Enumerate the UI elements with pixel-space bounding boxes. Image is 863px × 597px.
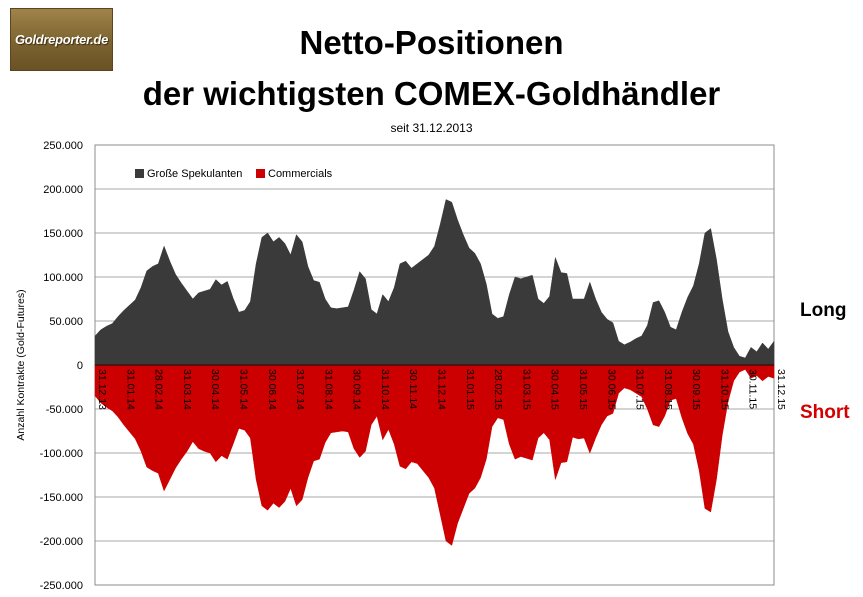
legend-swatch-speculators	[135, 169, 144, 178]
x-tick-label: 30.11.15	[747, 369, 759, 409]
x-tick-label: 31.07.15	[634, 369, 646, 410]
commercials-area	[94, 364, 775, 546]
x-tick-label: 31.10.14	[379, 369, 391, 410]
x-tick-label: 31.12.14	[436, 369, 448, 410]
x-tick-label: 31.03.14	[181, 369, 193, 410]
legend-swatch-commercials	[256, 169, 265, 178]
y-axis-label: Anzahl Kontrakte (Gold-Futures)	[15, 289, 27, 440]
x-tick-label: 30.04.14	[209, 369, 221, 410]
short-label: Short	[800, 402, 850, 423]
x-tick-label: 31.12.15	[775, 369, 787, 410]
chart-subtitle: seit 31.12.2013	[390, 121, 473, 135]
x-tick-label: 31.03.15	[520, 369, 532, 410]
x-tick-label: 28.02.15	[492, 369, 504, 410]
y-tick-label: -150.000	[40, 492, 83, 504]
x-tick-label: 30.11.14	[407, 369, 419, 409]
legend-label-commercials: Commercials	[268, 168, 333, 180]
x-tick-label: 30.06.15	[605, 369, 617, 410]
x-tick-label: 31.01.14	[124, 369, 136, 410]
x-tick-label: 31.05.15	[577, 369, 589, 410]
chart-title: Netto-Positionen	[299, 24, 564, 61]
x-tick-label: 30.09.14	[351, 369, 363, 410]
y-tick-label: -50.000	[46, 404, 83, 416]
x-tick-label: 31.07.14	[294, 369, 306, 410]
x-tick-label: 28.02.14	[153, 369, 165, 410]
legend-label-speculators: Große Spekulanten	[147, 168, 242, 180]
x-tick-label: 31.01.15	[464, 369, 476, 410]
x-tick-label: 30.09.15	[690, 369, 702, 410]
x-tick-label: 31.05.14	[237, 369, 249, 410]
y-tick-label: 100.000	[43, 272, 83, 284]
x-tick-label: 31.10.15	[718, 369, 730, 410]
legend: Große Spekulanten Commercials	[135, 168, 333, 180]
y-tick-label: 250.000	[43, 140, 83, 152]
x-tick-label: 30.06.14	[266, 369, 278, 410]
long-label: Long	[800, 300, 847, 321]
large-speculators-area	[94, 199, 775, 366]
y-tick-label: -100.000	[40, 448, 83, 460]
x-tick-label: 31.08.14	[322, 369, 334, 410]
x-tick-label: 31.08.15	[662, 369, 674, 410]
x-tick-label: 31.12.13	[96, 369, 108, 410]
chart-title-line2: der wichtigsten COMEX-Goldhändler	[142, 75, 721, 112]
y-axis-tick-labels: 250.000 200.000 150.000 100.000 50.000 0 -50.0…	[40, 140, 83, 592]
y-tick-label: 0	[77, 360, 83, 372]
y-tick-label: -200.000	[40, 536, 83, 548]
y-tick-label: 50.000	[49, 316, 83, 328]
y-tick-label: -250.000	[40, 580, 83, 592]
x-axis-tick-labels: 31.12.13 31.01.14 28.02.14 31.03.14 30.04.14…	[96, 369, 787, 410]
y-tick-label: 200.000	[43, 184, 83, 196]
goldreporter-logo: Goldreporter.de	[10, 8, 113, 71]
y-tick-label: 150.000	[43, 228, 83, 240]
x-tick-label: 30.04.15	[549, 369, 561, 410]
logo-text: Goldreporter.de	[14, 32, 109, 47]
